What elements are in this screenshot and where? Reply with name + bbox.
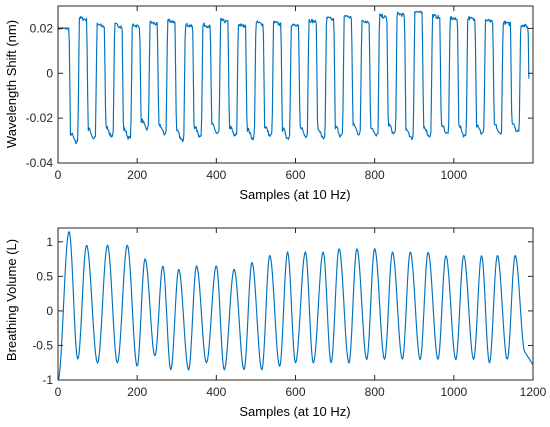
bottom-x-tick-label: 1000	[440, 385, 467, 399]
top-x-tick-label: 200	[127, 168, 147, 182]
top-x-tick-label: 400	[206, 168, 226, 182]
bottom-x-tick-label: 800	[365, 385, 385, 399]
bottom-x-tick-label: 400	[206, 385, 226, 399]
bottom-x-axis-label: Samples (at 10 Hz)	[239, 404, 350, 419]
top-y-tick-label: 0	[46, 66, 53, 80]
top-y-axis-label: Wavelength Shift (nm)	[4, 20, 19, 148]
top-x-tick-label: 1000	[440, 168, 467, 182]
top-x-tick-label: 0	[55, 168, 62, 182]
bottom-y-tick-label: 0	[46, 304, 53, 318]
top-y-tick-label: -0.04	[26, 156, 54, 170]
bottom-series-line-0	[58, 231, 533, 380]
bottom-y-axis-label: Breathing Volume (L)	[4, 239, 19, 361]
top-axes-frame	[57, 5, 534, 164]
top-y-tick-label: 0.02	[30, 21, 54, 35]
top-series-line-0	[58, 10, 530, 144]
top-x-tick-label: 600	[285, 168, 305, 182]
bottom-panel: 0 200 400 600 800 1000 1200 -1 -0.5 0 0.5 1 Samples…	[4, 227, 547, 419]
bottom-x-tick-label: 600	[285, 385, 305, 399]
bottom-x-tick-label: 0	[55, 385, 62, 399]
top-panel: 0 200 400 600 800 1000 -0.04 -0.02 0 0.02 Samples…	[4, 5, 534, 202]
top-x-axis-label: Samples (at 10 Hz)	[239, 187, 350, 202]
bottom-y-tick-label: -0.5	[32, 338, 53, 352]
bottom-x-tick-label: 200	[127, 385, 147, 399]
bottom-x-tick-label: 1200	[520, 385, 547, 399]
bottom-y-tick-label: 0.5	[36, 269, 53, 283]
bottom-y-tick-label: -1	[42, 373, 53, 387]
top-x-tick-label: 800	[365, 168, 385, 182]
top-plot-area: 0 200 400 600 800 1000 -0.04 -0.02 0 0.02	[26, 5, 534, 182]
top-y-tick-label: -0.02	[26, 111, 54, 125]
bottom-y-tick-label: 1	[46, 235, 53, 249]
bottom-plot-area: 0 200 400 600 800 1000 1200 -1 -0.5 0 0.5 1	[32, 227, 547, 399]
bottom-axes-frame	[57, 227, 534, 381]
